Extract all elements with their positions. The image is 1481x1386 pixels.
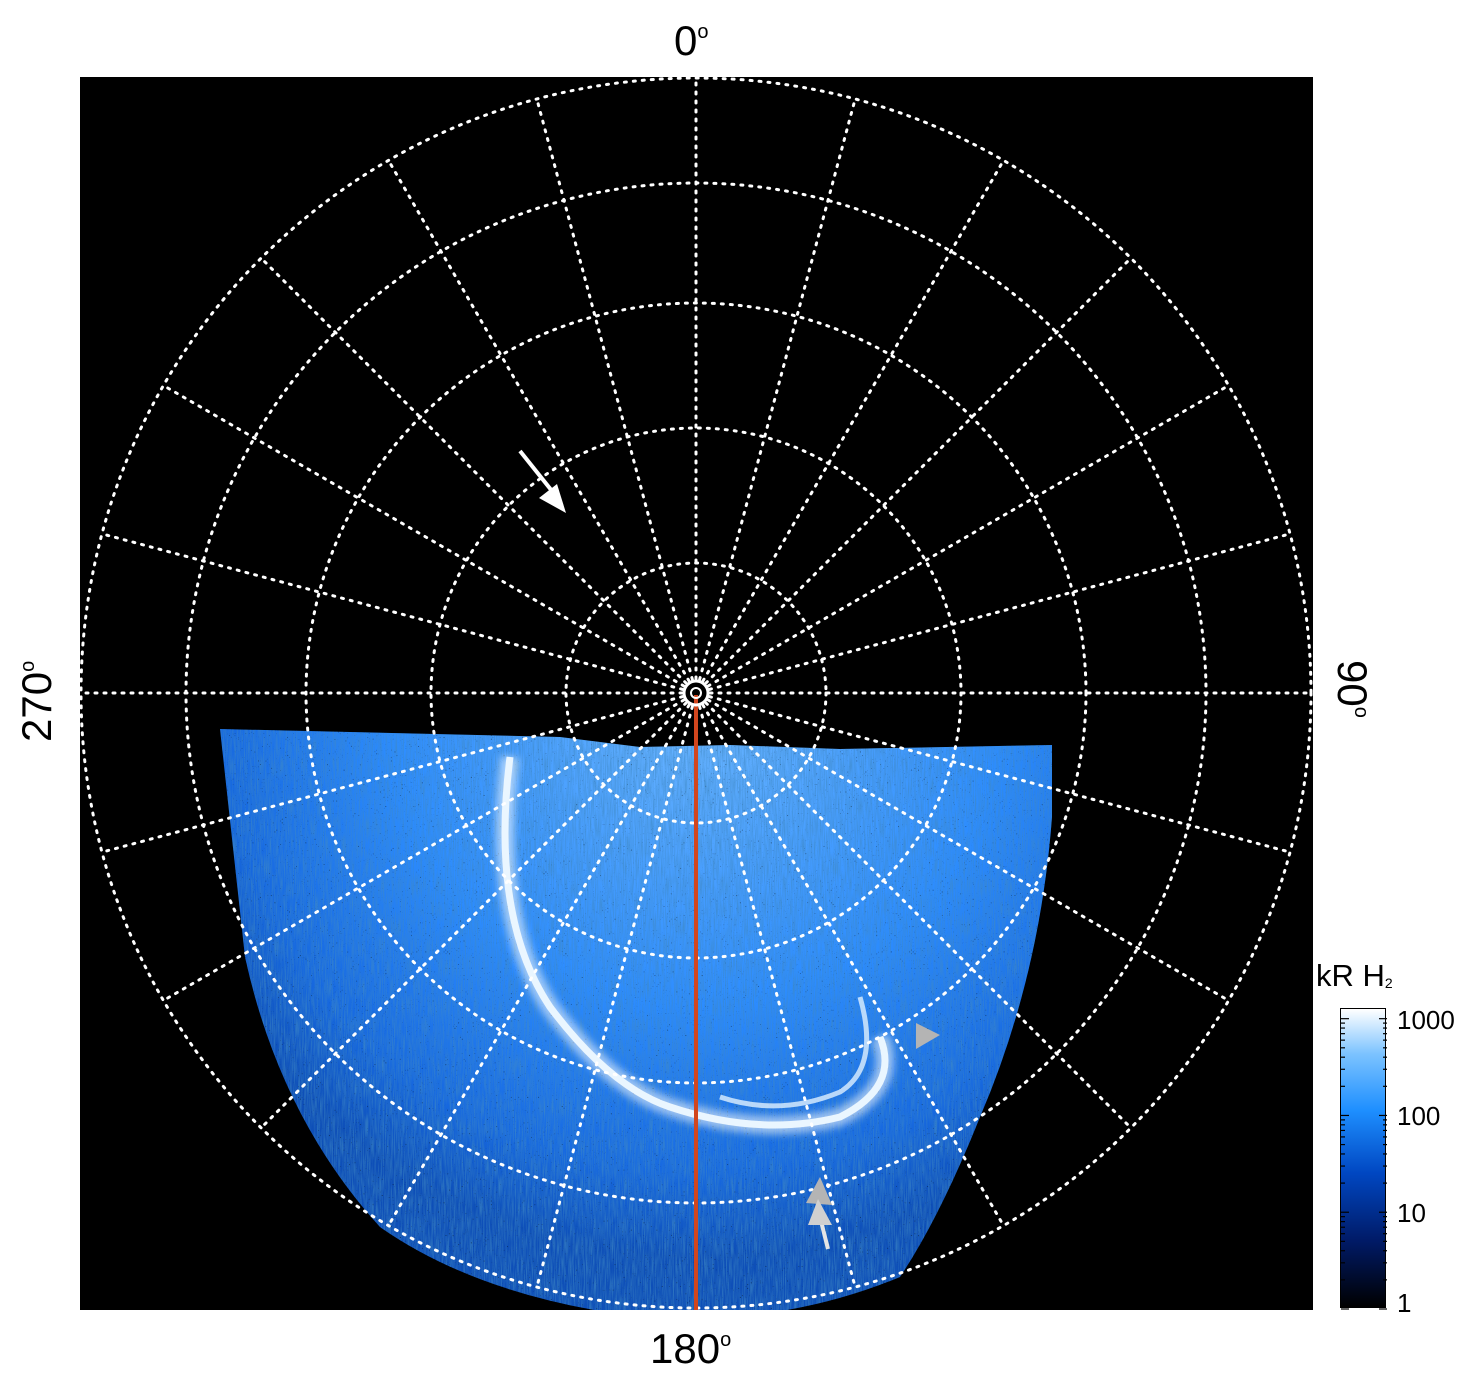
white-arrow (518, 449, 566, 513)
longitude-line (259, 701, 688, 1130)
polar-map-panel (80, 77, 1313, 1310)
longitude-line (535, 705, 694, 1289)
longitude-label-bottom: 180o (650, 1325, 732, 1372)
colorbar (1340, 1008, 1386, 1308)
colorbar-ticks (1341, 1018, 1387, 1310)
polar-projection-image (80, 77, 1313, 1310)
latitude-longitude-grid (80, 77, 1313, 1310)
colorbar-title: kR H2 (1316, 958, 1393, 993)
colorbar-tick-label: 1000 (1397, 1005, 1455, 1035)
longitude-line (161, 384, 686, 688)
colorbar-tick-label: 1 (1397, 1288, 1412, 1318)
longitude-line (387, 703, 691, 1228)
grey-arrow-up (806, 1177, 832, 1250)
colorbar-tick-label: 10 (1397, 1198, 1426, 1228)
grey-arrowhead-right (916, 1023, 940, 1049)
longitude-label-top: 0o (674, 17, 709, 64)
longitude-label-left: 270o (13, 660, 60, 742)
longitude-line (100, 695, 684, 854)
longitude-line (708, 695, 1292, 854)
pole-marker (682, 679, 710, 707)
longitude-line (704, 256, 1133, 685)
auroral-oval (496, 755, 894, 1134)
longitude-line (535, 97, 694, 681)
longitude-line (100, 532, 684, 691)
longitude-line (708, 532, 1292, 691)
longitude-line (259, 256, 688, 685)
longitude-line (387, 158, 691, 683)
longitude-line (701, 703, 1005, 1228)
longitude-line (706, 384, 1231, 688)
longitude-line (704, 701, 1133, 1130)
longitude-line (698, 705, 857, 1289)
longitude-line (161, 698, 686, 1002)
longitude-label-right: 90o (1329, 660, 1376, 718)
colorbar-tick-label: 100 (1397, 1101, 1441, 1131)
longitude-line (706, 698, 1231, 1002)
longitude-line (698, 97, 857, 681)
longitude-line (701, 158, 1005, 683)
